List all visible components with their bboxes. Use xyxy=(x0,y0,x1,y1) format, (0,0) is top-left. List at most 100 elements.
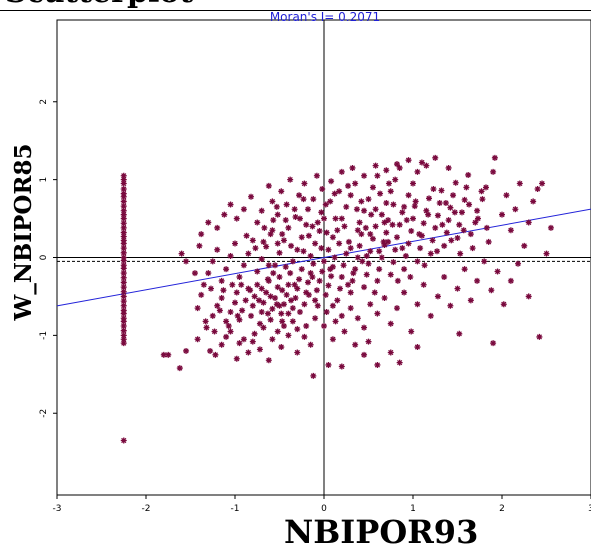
data-point xyxy=(491,154,498,161)
column-data-point xyxy=(120,327,127,334)
x-tick-label: -2 xyxy=(142,504,151,514)
data-point xyxy=(227,328,234,335)
data-point xyxy=(254,281,261,288)
data-point xyxy=(296,215,303,222)
column-data-point xyxy=(120,307,127,314)
data-point xyxy=(361,351,368,358)
data-point xyxy=(447,302,454,309)
column-data-point xyxy=(120,215,127,222)
data-point xyxy=(329,263,336,270)
data-point xyxy=(451,209,458,216)
data-point xyxy=(236,316,243,323)
data-point xyxy=(434,212,441,219)
morans-i-label: Moran's I= 0.2071 xyxy=(269,10,381,24)
data-point xyxy=(327,266,334,273)
data-point xyxy=(328,178,335,185)
data-point xyxy=(378,254,385,261)
data-point xyxy=(205,270,212,277)
column-data-point xyxy=(120,190,127,197)
data-point xyxy=(363,271,370,278)
data-point xyxy=(298,266,305,273)
data-point xyxy=(426,195,433,202)
data-point xyxy=(352,180,359,187)
data-point xyxy=(285,224,292,231)
data-point xyxy=(393,161,400,168)
data-point xyxy=(414,301,421,308)
data-point xyxy=(447,204,454,211)
data-point xyxy=(427,250,434,257)
data-point xyxy=(338,168,345,175)
data-point xyxy=(490,340,497,347)
top-border-rule xyxy=(0,10,591,11)
data-point xyxy=(381,219,388,226)
data-point xyxy=(372,223,379,230)
data-point xyxy=(389,221,396,228)
data-point xyxy=(265,357,272,364)
data-point xyxy=(200,281,207,288)
data-point xyxy=(485,238,492,245)
data-point xyxy=(300,196,307,203)
data-point xyxy=(393,234,400,241)
data-point xyxy=(361,207,368,214)
data-point xyxy=(316,228,323,235)
data-point xyxy=(521,242,528,249)
x-tick-label: 0 xyxy=(321,504,327,514)
data-point xyxy=(251,293,258,300)
data-point xyxy=(329,234,336,241)
data-point xyxy=(202,318,209,325)
data-point xyxy=(356,242,363,249)
data-point xyxy=(322,291,329,298)
data-point xyxy=(380,238,387,245)
data-point xyxy=(329,336,336,343)
data-point xyxy=(183,347,190,354)
data-point xyxy=(418,232,425,239)
column-data-point xyxy=(120,293,127,300)
data-point xyxy=(432,154,439,161)
data-point xyxy=(282,217,289,224)
data-point xyxy=(436,199,443,206)
data-point xyxy=(352,266,359,273)
data-point xyxy=(223,333,230,340)
data-point xyxy=(194,336,201,343)
data-point xyxy=(301,301,308,308)
column-data-point xyxy=(120,249,127,256)
data-point xyxy=(512,206,519,213)
data-point xyxy=(350,270,357,277)
data-point xyxy=(479,196,486,203)
data-point xyxy=(369,184,376,191)
data-point xyxy=(374,361,381,368)
data-point xyxy=(258,285,265,292)
y-tick-label: -2 xyxy=(39,409,49,418)
data-point xyxy=(248,312,255,319)
data-point xyxy=(209,312,216,319)
data-point xyxy=(294,285,301,292)
data-point xyxy=(274,328,281,335)
column-data-point xyxy=(120,298,127,305)
data-point xyxy=(264,276,271,283)
data-point xyxy=(469,245,476,252)
data-point xyxy=(405,192,412,199)
reference-lines xyxy=(56,20,591,495)
data-point xyxy=(378,211,385,218)
data-point xyxy=(183,258,190,265)
data-point xyxy=(467,297,474,304)
column-data-point xyxy=(120,237,127,244)
data-point xyxy=(403,217,410,224)
data-point xyxy=(207,285,214,292)
data-point xyxy=(407,273,414,280)
data-point xyxy=(198,231,205,238)
data-point xyxy=(349,277,356,284)
data-point xyxy=(303,323,310,330)
data-point xyxy=(515,260,522,267)
data-point xyxy=(218,277,225,284)
data-point xyxy=(314,219,321,226)
data-point xyxy=(432,224,439,231)
data-point xyxy=(525,219,532,226)
data-point xyxy=(287,270,294,277)
data-point xyxy=(456,330,463,337)
data-point xyxy=(331,190,338,197)
data-point xyxy=(229,281,236,288)
data-point xyxy=(325,282,332,289)
data-point xyxy=(401,203,408,210)
data-point xyxy=(448,237,455,244)
